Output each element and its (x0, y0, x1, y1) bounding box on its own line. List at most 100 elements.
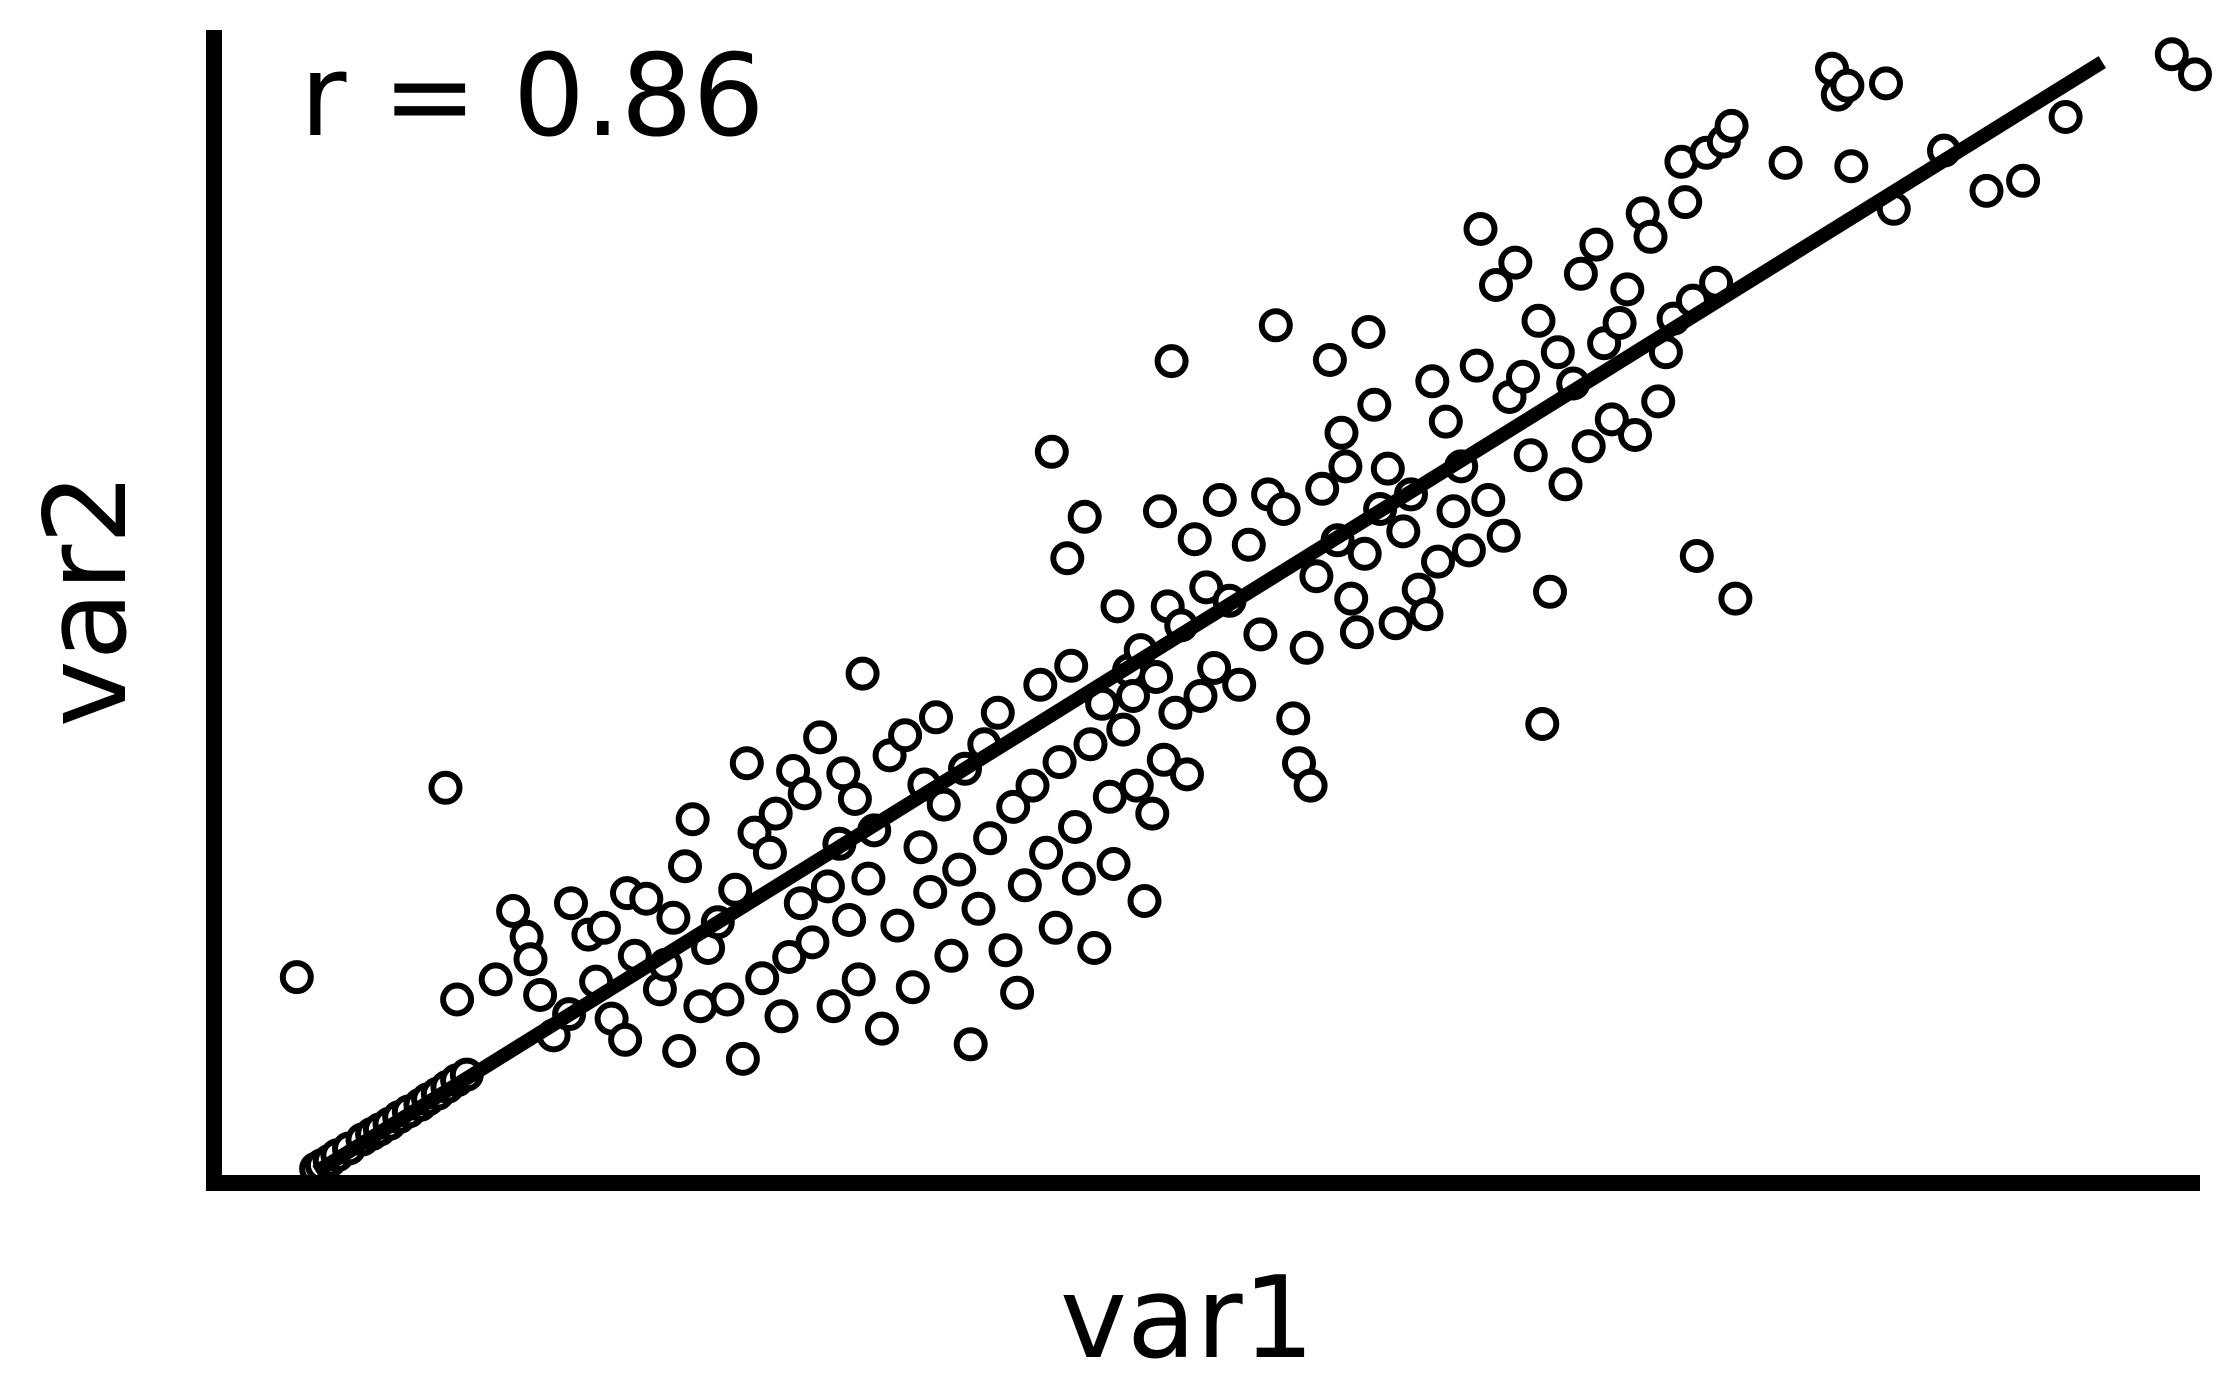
data-point (608, 1022, 643, 1057)
data-point (523, 978, 558, 1012)
data-point (1479, 268, 1513, 302)
data-point (1718, 581, 1753, 616)
data-point (1034, 434, 1069, 469)
data-point (1077, 931, 1112, 965)
data-point (729, 746, 764, 781)
data-point (1258, 308, 1293, 343)
data-point (1602, 306, 1637, 340)
data-point (1679, 539, 1714, 573)
data-point (656, 900, 691, 935)
data-point (1324, 415, 1359, 450)
data-point (1092, 779, 1127, 814)
data-point (1231, 527, 1266, 562)
data-point (996, 789, 1031, 824)
data-point (942, 852, 977, 887)
data-point (1618, 418, 1652, 452)
data-point (1135, 796, 1170, 831)
data-point (913, 875, 948, 909)
data-point (1222, 667, 1257, 702)
data-point (428, 770, 463, 805)
data-point (1106, 712, 1141, 747)
data-point (1100, 589, 1135, 624)
data-point (675, 802, 710, 837)
data-point (1969, 173, 2004, 208)
data-point (926, 787, 961, 822)
data-point (988, 933, 1023, 968)
data-point (841, 962, 876, 997)
data-point (1610, 272, 1645, 307)
data-point (554, 886, 588, 921)
data-point (803, 720, 838, 755)
data-point (1177, 522, 1212, 557)
data-point (787, 776, 822, 811)
data-point (1533, 574, 1567, 609)
data-point (725, 1041, 760, 1076)
data-point (752, 835, 787, 870)
data-point (758, 796, 793, 831)
data-point (1579, 227, 1614, 262)
data-point (2178, 57, 2212, 92)
data-point (1830, 68, 1865, 103)
data-point (745, 961, 780, 996)
y-axis-label: var2 (20, 472, 152, 728)
data-point (1378, 606, 1413, 641)
data-point (1116, 679, 1150, 713)
data-point (1067, 499, 1102, 534)
data-point (1038, 910, 1073, 945)
data-point (795, 925, 830, 960)
data-point (1054, 648, 1089, 683)
data-point (1415, 364, 1450, 399)
data-point (1058, 810, 1092, 844)
data-point (1158, 695, 1193, 730)
data-point (810, 869, 845, 904)
data-point (1525, 707, 1560, 741)
data-point (1571, 429, 1606, 464)
data-point (2006, 163, 2041, 198)
data-point (973, 821, 1008, 856)
data-point (816, 989, 851, 1024)
data-point (1428, 404, 1463, 439)
data-point (1339, 615, 1374, 650)
data-point (1471, 483, 1506, 517)
data-point (1146, 742, 1181, 777)
data-point (1421, 544, 1455, 579)
data-point (1451, 533, 1486, 568)
data-point (1768, 145, 1803, 180)
data-point (1266, 492, 1301, 526)
data-point (1641, 384, 1676, 419)
data-point (1007, 868, 1042, 903)
data-point (1563, 256, 1598, 291)
data-point (2154, 37, 2189, 72)
data-point (1096, 847, 1131, 881)
data-point (586, 910, 621, 945)
data-point (961, 891, 996, 926)
data-point (1312, 343, 1347, 377)
data-point (1409, 597, 1444, 632)
data-point (1594, 402, 1629, 437)
data-point (934, 938, 969, 973)
data-point (1023, 667, 1058, 702)
data-point (1386, 514, 1421, 549)
data-point (1000, 975, 1035, 1010)
data-point (513, 942, 548, 977)
data-point (895, 970, 930, 1005)
data-point (668, 849, 702, 884)
data-point (1276, 701, 1311, 736)
data-point (1015, 768, 1050, 803)
data-point (1459, 348, 1494, 383)
data-point (1299, 559, 1334, 594)
data-point (1243, 617, 1278, 652)
data-point (1506, 359, 1540, 394)
data-point (1029, 835, 1064, 870)
data-point (440, 982, 475, 1017)
data-point (1119, 768, 1154, 803)
regression-line (312, 56, 2106, 1178)
data-point (478, 962, 513, 997)
data-point (1334, 581, 1369, 616)
data-point (1042, 745, 1077, 780)
data-point (1714, 108, 1749, 143)
data-point (1154, 344, 1189, 379)
data-point (1436, 494, 1471, 529)
